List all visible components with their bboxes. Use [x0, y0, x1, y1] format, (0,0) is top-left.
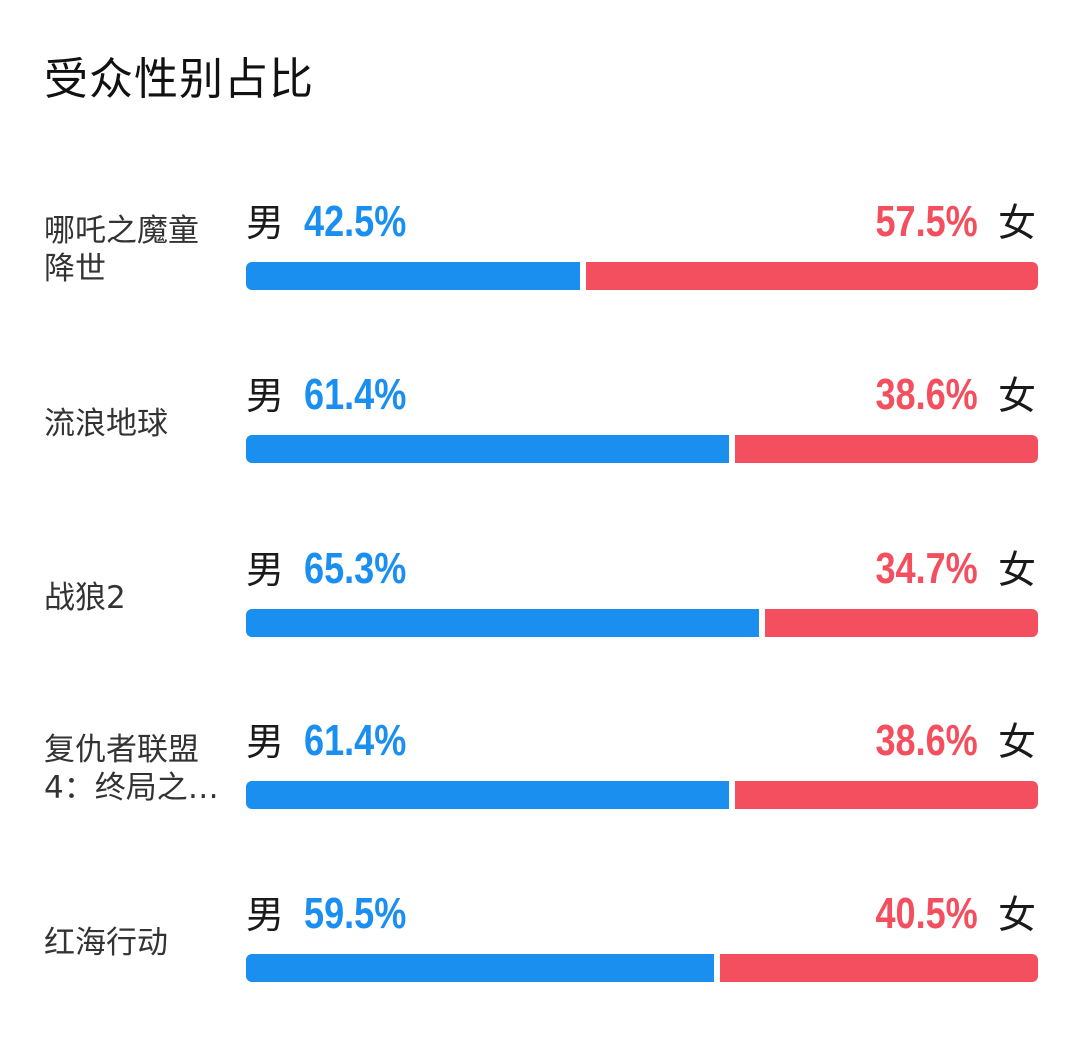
- female-bar-segment: [765, 609, 1038, 637]
- male-label: 男: [246, 720, 285, 764]
- male-label: 男: [246, 548, 285, 592]
- chart-row: 哪吒之魔童 降世 男 42.5% 57.5% 女: [0, 192, 1080, 302]
- male-label: 男: [246, 374, 285, 418]
- female-percentage: 57.5%: [875, 197, 978, 246]
- male-percentage: 65.3%: [304, 544, 407, 593]
- chart-row: 红海行动 男 59.5% 40.5% 女: [0, 884, 1080, 994]
- female-label-group: 34.7% 女: [853, 539, 1036, 595]
- female-label: 女: [997, 201, 1036, 245]
- male-label-group: 男 61.4%: [246, 711, 429, 767]
- category-label: 流浪地球: [44, 406, 168, 442]
- chart-title: 受众性别占比: [44, 54, 314, 105]
- male-bar-segment: [246, 781, 729, 809]
- ratio-bar: [246, 781, 1038, 809]
- female-label: 女: [997, 720, 1036, 764]
- female-label: 女: [997, 893, 1036, 937]
- female-label-group: 38.6% 女: [853, 711, 1036, 767]
- male-percentage: 61.4%: [304, 370, 407, 419]
- male-bar-segment: [246, 609, 759, 637]
- female-bar-segment: [720, 954, 1038, 982]
- female-label: 女: [997, 548, 1036, 592]
- female-percentage: 38.6%: [875, 370, 978, 419]
- male-percentage: 42.5%: [304, 197, 407, 246]
- male-bar-segment: [246, 435, 729, 463]
- ratio-bar: [246, 435, 1038, 463]
- female-bar-segment: [586, 262, 1038, 290]
- female-bar-segment: [735, 435, 1038, 463]
- ratio-bar: [246, 954, 1038, 982]
- category-label: 红海行动: [44, 925, 168, 961]
- male-label: 男: [246, 893, 285, 937]
- category-label: 战狼2: [44, 580, 126, 616]
- male-label-group: 男 61.4%: [246, 365, 429, 421]
- ratio-bar: [246, 262, 1038, 290]
- category-label: 哪吒之魔童 降世: [44, 213, 199, 287]
- male-bar-segment: [246, 262, 580, 290]
- ratio-bar: [246, 609, 1038, 637]
- male-label-group: 男 59.5%: [246, 884, 429, 940]
- female-label-group: 38.6% 女: [853, 365, 1036, 421]
- female-percentage: 34.7%: [875, 544, 978, 593]
- male-label: 男: [246, 201, 285, 245]
- male-percentage: 61.4%: [304, 716, 407, 765]
- female-percentage: 40.5%: [875, 889, 978, 938]
- male-percentage: 59.5%: [304, 889, 407, 938]
- chart-row: 流浪地球 男 61.4% 38.6% 女: [0, 365, 1080, 475]
- male-label-group: 男 42.5%: [246, 192, 429, 248]
- female-label: 女: [997, 374, 1036, 418]
- female-label-group: 40.5% 女: [853, 884, 1036, 940]
- male-bar-segment: [246, 954, 714, 982]
- female-label-group: 57.5% 女: [853, 192, 1036, 248]
- chart-row: 战狼2 男 65.3% 34.7% 女: [0, 539, 1080, 649]
- female-percentage: 38.6%: [875, 716, 978, 765]
- female-bar-segment: [735, 781, 1038, 809]
- male-label-group: 男 65.3%: [246, 539, 429, 595]
- chart-row: 复仇者联盟 4：终局之… 男 61.4% 38.6% 女: [0, 711, 1080, 821]
- category-label: 复仇者联盟 4：终局之…: [44, 732, 219, 806]
